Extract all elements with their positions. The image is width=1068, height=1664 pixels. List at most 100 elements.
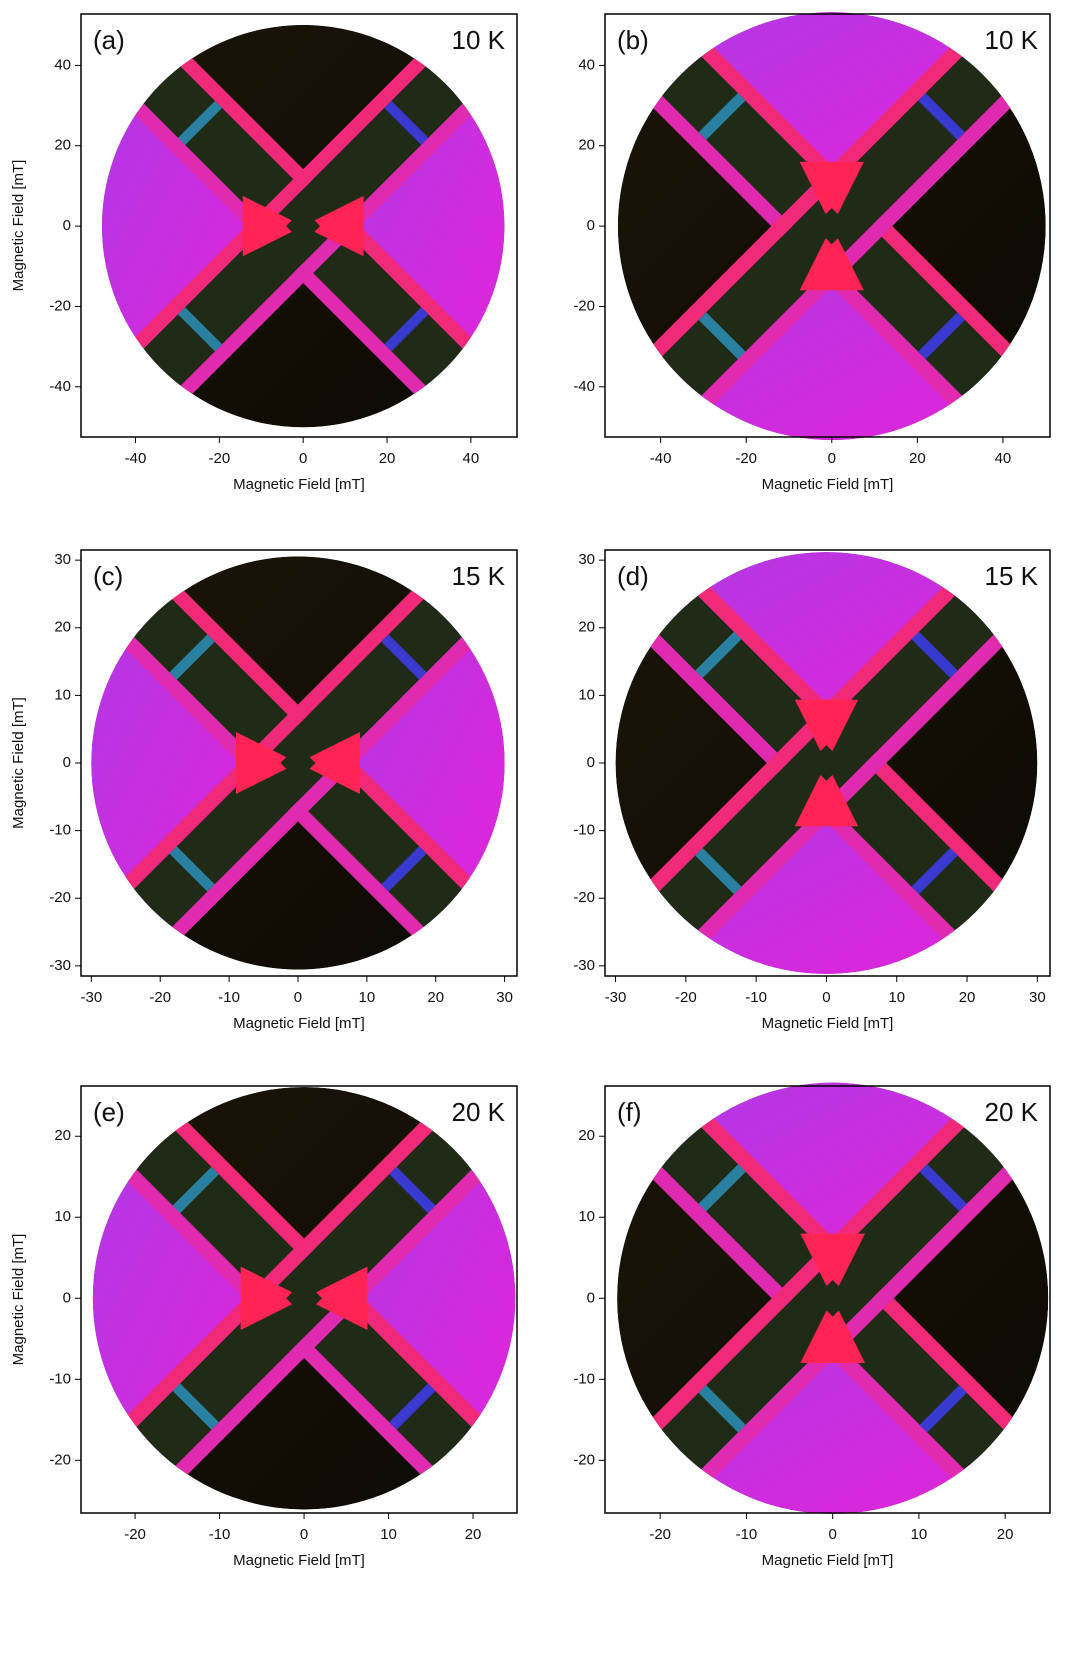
y-tick-label: 20 [578,619,595,636]
band-pink [619,14,994,388]
temperature-label: 15 K [985,561,1039,591]
x-axis-label: Magnetic Field [mT] [233,476,365,493]
band-blue [911,848,958,895]
temperature-label: 10 K [985,25,1039,55]
x-tick-label: -20 [675,989,697,1006]
band-blue [384,307,429,352]
y-tick-label: 10 [578,1208,595,1225]
panel: -40 -20 0 20 40 40 20 0 -20 -40 Magnetic Field [mT… [10,13,518,493]
y-tick-label: 20 [54,619,71,636]
y-axis-label: Magnetic Field [mT] [10,1234,27,1366]
x-tick-label: -30 [605,989,627,1006]
core-center [808,745,845,781]
plot-frame [604,13,1051,438]
x-axis-label: Magnetic Field [mT] [762,1552,894,1569]
core [800,1298,866,1363]
y-tick-label: 20 [54,1127,71,1144]
x-tick-label: -20 [124,1526,146,1543]
x-tick-label: -40 [125,450,147,467]
core-center [813,207,850,245]
band-pink [144,1138,514,1508]
x-tick-label: -20 [735,450,757,467]
x-axis-label: Magnetic Field [mT] [762,476,894,493]
core-center [814,1279,851,1317]
panel: -20 -10 0 10 20 20 10 0 -10 -20 Magnetic Field [mT… [10,1085,518,1569]
core [794,699,859,763]
core [304,1266,368,1330]
y-tick-label: 0 [63,1289,71,1306]
x-tick-label: 0 [828,450,836,467]
x-tick-label: 30 [496,989,513,1006]
band-pink [669,1135,1047,1512]
panel: -30 -20 -10 0 10 20 30 30 20 10 0 -10 -20 -30 Magnetic… [573,549,1051,1032]
band-blue [169,634,215,680]
x-tick-label: 20 [997,1526,1014,1543]
band-blue [919,1385,967,1433]
y-tick-label: -20 [49,297,71,314]
x-axis-label: Magnetic Field [mT] [233,1015,365,1032]
y-tick-label: -40 [573,378,595,395]
y-tick-label: -30 [573,957,595,974]
panel-label: (e) [93,1097,125,1127]
x-axis-label: Magnetic Field [mT] [233,1552,365,1569]
band-pink [617,554,987,923]
x-tick-label: -10 [218,989,240,1006]
band-pink [619,1084,996,1462]
band-blue [695,631,742,678]
core [242,195,304,257]
band-pink [93,558,455,920]
y-tick-label: 10 [54,686,71,703]
y-tick-label: -10 [573,1370,595,1387]
y-tick-label: -20 [49,1451,71,1468]
core [240,1266,305,1330]
y-axis-label: Magnetic Field [mT] [10,697,27,829]
y-tick-label: -10 [49,822,71,839]
x-tick-label: 10 [380,1526,397,1543]
x-tick-label: 20 [427,989,444,1006]
y-tick-label: 30 [54,551,71,568]
map [617,12,1046,441]
band-blue [389,1383,436,1430]
y-tick-label: -20 [49,889,71,906]
y-tick-label: -10 [573,822,595,839]
band-blue [698,312,746,360]
map [101,24,505,428]
band-blue [172,1166,219,1214]
band-pink [150,73,503,426]
panel: -20 -10 0 10 20 20 10 0 -10 -20 Magnetic Field [mT… [573,1082,1051,1569]
y-tick-label: 0 [587,217,595,234]
panel-label: (a) [93,25,125,55]
y-tick-label: -20 [573,297,595,314]
x-tick-label: 10 [911,1526,928,1543]
band-pink [103,26,456,379]
panel-label: (c) [93,561,123,591]
band-blue [918,92,965,140]
plot-frame [604,1085,1051,1514]
y-axis-label: Magnetic Field [mT] [10,160,27,292]
plot-frame [80,13,518,438]
panel-label: (b) [617,25,649,55]
band-blue [384,100,429,145]
x-tick-label: 10 [359,989,376,1006]
band-blue [698,1385,746,1433]
y-tick-label: -20 [573,1451,595,1468]
x-tick-label: 20 [909,450,926,467]
panel: -30 -20 -10 0 10 20 30 30 20 10 0 -10 -20 -30 Magnetic… [10,549,518,1032]
y-tick-label: -20 [573,889,595,906]
band-blue [177,100,223,145]
x-tick-label: -10 [745,989,767,1006]
core-center [286,1280,322,1317]
y-tick-label: 30 [578,551,595,568]
x-tick-label: 0 [299,450,307,467]
y-tick-label: -10 [49,1370,71,1387]
y-tick-label: 40 [54,56,71,73]
band-blue [381,846,427,892]
band-blue [919,1164,967,1212]
x-tick-label: 40 [463,450,480,467]
y-tick-label: 0 [63,217,71,234]
y-tick-label: 40 [578,56,595,73]
band-blue [918,312,965,360]
core [303,195,364,257]
y-tick-label: 10 [578,686,595,703]
